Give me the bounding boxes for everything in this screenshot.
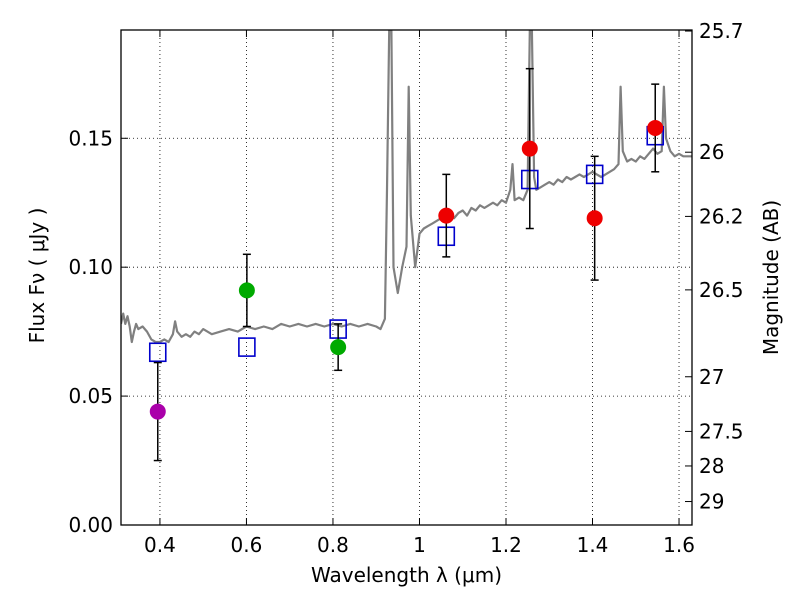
right-tick-label: 26.2 xyxy=(699,204,744,228)
model-photometry-square xyxy=(148,342,167,363)
right-tick-label: 25.7 xyxy=(699,19,744,43)
x-tick-label: 0.6 xyxy=(231,533,263,557)
observed-point xyxy=(521,140,538,157)
x-tick-label: 1 xyxy=(413,533,426,557)
y-axis-label: Flux Fν ( μJy ) xyxy=(25,208,49,344)
x-tick-label: 0.4 xyxy=(144,533,176,557)
right-tick-label: 27.5 xyxy=(699,419,744,443)
model-photometry-square xyxy=(238,337,256,357)
x-axis-label: Wavelength λ (μm) xyxy=(311,563,502,587)
right-tick-label: 28 xyxy=(699,454,724,478)
right-tick-label: 26.5 xyxy=(699,278,744,302)
observed-point xyxy=(438,207,455,224)
plot-series xyxy=(121,30,692,462)
x-tick-label: 1.2 xyxy=(490,533,522,557)
plot-frame xyxy=(120,29,693,526)
x-tick-label: 1.6 xyxy=(663,533,695,557)
right-tick-label: 29 xyxy=(699,490,724,514)
right-tick-label: 26 xyxy=(699,140,724,164)
y-tick-label: 0.00 xyxy=(68,513,113,537)
x-tick-label: 0.8 xyxy=(317,533,349,557)
right-axis-label: Magnitude (AB) xyxy=(759,200,783,355)
observed-point xyxy=(149,403,166,420)
sed-model-line xyxy=(121,30,692,344)
axis-ticks: 0.4 0.6 0.8 1 1.2 1.4 1.6 0.00 0.05 0.10 0.15 25.7 2… xyxy=(68,19,743,557)
y-tick-label: 0.05 xyxy=(68,384,113,408)
y-tick-label: 0.10 xyxy=(68,255,113,279)
x-tick-label: 1.4 xyxy=(577,533,609,557)
grid xyxy=(121,30,692,526)
y-tick-label: 0.15 xyxy=(68,126,113,150)
observed-point xyxy=(238,282,255,299)
right-tick-label: 27 xyxy=(699,365,724,389)
observed-point xyxy=(647,119,664,136)
observed-point xyxy=(586,210,603,227)
observed-point xyxy=(330,339,347,356)
